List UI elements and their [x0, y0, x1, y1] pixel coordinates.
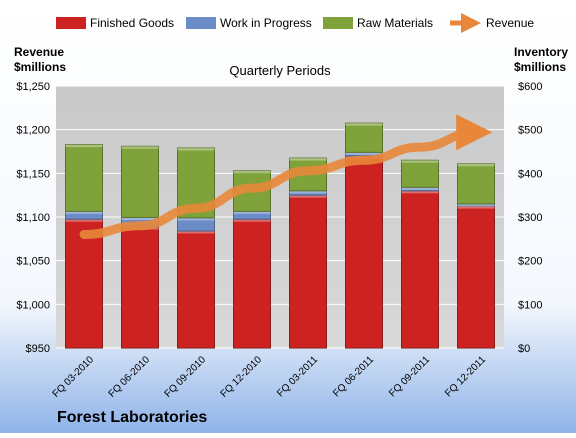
left-axis-title-line1: Revenue: [14, 45, 64, 59]
legend-label-work-in-progress: Work in Progress: [220, 16, 312, 30]
legend-swatch-finished-goods: [56, 17, 86, 29]
left-tick-label: $1,200: [16, 125, 50, 137]
right-tick-label: $300: [518, 212, 542, 224]
bar-raw-materials: [121, 145, 159, 218]
right-tick-label: $400: [518, 168, 542, 180]
bar-highlight: [233, 219, 271, 222]
chart-subtitle: Quarterly Periods: [229, 63, 331, 78]
bar-finished-goods: [345, 155, 383, 349]
bar-raw-materials: [345, 122, 383, 153]
bar-raw-materials: [401, 159, 439, 188]
right-axis-title-line2: $millions: [514, 60, 566, 74]
bar-highlight: [289, 195, 327, 198]
bar-highlight: [401, 190, 439, 194]
right-axis-ticks: $0 $100 $200 $300 $400 $500 $600: [518, 81, 542, 355]
bar-highlight: [457, 163, 495, 167]
bar-highlight: [233, 170, 271, 174]
bar-finished-goods: [65, 218, 103, 349]
right-tick-label: $500: [518, 125, 542, 137]
revenue-line-layer: [79, 114, 493, 239]
bar-finished-goods: [233, 218, 271, 349]
legend-label-revenue: Revenue: [486, 16, 534, 30]
right-tick-label: $0: [518, 343, 530, 355]
bar-highlight: [177, 148, 215, 151]
bar-finished-goods: [177, 230, 215, 349]
bar-finished-goods: [401, 190, 439, 349]
bar-highlight: [177, 230, 215, 234]
bar-finished-goods: [121, 226, 159, 349]
right-tick-label: $200: [518, 256, 542, 268]
bar-highlight: [177, 217, 215, 221]
bar-highlight: [457, 203, 495, 207]
legend-swatch-work-in-progress: [186, 17, 216, 29]
bar-highlight: [345, 123, 383, 126]
bar-highlight: [121, 146, 159, 149]
bar-raw-materials: [65, 144, 103, 212]
right-tick-label: $100: [518, 299, 542, 311]
bar-raw-materials: [457, 163, 495, 205]
bar-highlight: [401, 187, 439, 190]
left-axis-title-line2: $millions: [14, 60, 66, 74]
bar-finished-goods: [457, 205, 495, 349]
left-tick-label: $1,150: [16, 168, 50, 180]
left-tick-label: $1,100: [16, 212, 50, 224]
bar-highlight: [345, 152, 383, 155]
left-axis-ticks: $950 $1,000 $1,050 $1,100 $1,150 $1,200 $1,250: [16, 81, 50, 355]
left-tick-label: $1,050: [16, 256, 50, 268]
bar-highlight: [289, 190, 327, 194]
right-axis-title-line1: Inventory: [514, 45, 568, 59]
bar-highlight: [121, 217, 159, 220]
legend-label-finished-goods: Finished Goods: [90, 16, 174, 30]
bar-highlight: [65, 219, 103, 222]
bar-highlight: [457, 206, 495, 209]
left-tick-label: $1,250: [16, 81, 50, 93]
bars: [65, 122, 495, 349]
bar-highlight: [289, 158, 327, 161]
company-name: Forest Laboratories: [57, 409, 207, 426]
left-tick-label: $950: [26, 343, 50, 355]
legend-label-raw-materials: Raw Materials: [357, 16, 433, 30]
right-tick-label: $600: [518, 81, 542, 93]
bar-highlight: [401, 160, 439, 163]
bar-highlight: [65, 211, 103, 214]
legend-swatch-raw-materials: [323, 17, 353, 29]
left-tick-label: $1,000: [16, 299, 50, 311]
bar-highlight: [233, 211, 271, 214]
bar-finished-goods: [289, 194, 327, 349]
revenue-line: [79, 114, 493, 239]
legend: Finished Goods Work in Progress Raw Mate…: [56, 13, 534, 33]
bar-highlight: [65, 144, 103, 148]
